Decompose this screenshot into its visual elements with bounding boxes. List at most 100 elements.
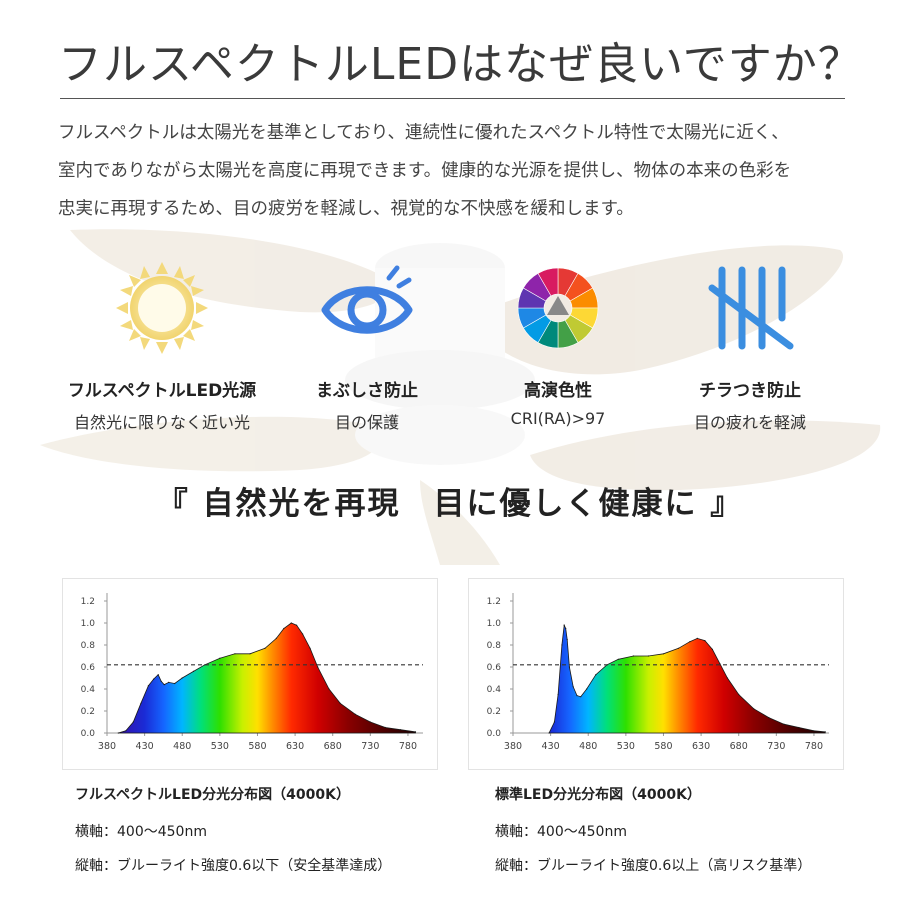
feature-desc: 目の保護 — [334, 413, 399, 432]
feature-desc: 目の疲れを軽減 — [693, 413, 806, 432]
y-tick-label: 0.4 — [81, 685, 96, 695]
spectrum-point — [696, 637, 698, 639]
spectrum-point — [174, 682, 176, 685]
feature-desc: 自然光に限りなく近い光 — [73, 413, 250, 432]
spectrum-point — [704, 640, 706, 642]
title-divider — [60, 98, 845, 99]
spectrum-point — [798, 726, 800, 729]
x-tick-label: 730 — [361, 741, 379, 752]
intro-line: 忠実に再現するため、目の疲労を軽減し、視覚的な不快感を緩和します。 — [58, 199, 634, 219]
slogan: 『 自然光を再現 目に優しく健康に 』 — [156, 486, 744, 522]
y-tick-label: 0.6 — [487, 663, 502, 673]
x-tick-label: 480 — [173, 741, 191, 752]
eye-icon — [321, 265, 413, 334]
spectrum-point — [275, 637, 277, 639]
y-tick-label: 0.8 — [487, 641, 502, 651]
spectrum-point — [738, 693, 740, 696]
spectrum-point — [317, 666, 319, 668]
spectrum-point — [566, 638, 568, 641]
spectrum-point — [117, 732, 119, 734]
spectrum-point — [662, 653, 665, 655]
x-tick-label: 680 — [730, 741, 748, 752]
spectrum-point — [219, 657, 221, 659]
spectrum-point — [647, 655, 649, 657]
color-wheel-center — [547, 296, 569, 315]
x-tick-label: 580 — [654, 741, 672, 752]
spectrum-point — [553, 721, 555, 723]
sun-icon — [116, 262, 208, 354]
spectrum-point — [563, 624, 565, 626]
y-tick-label: 1.0 — [487, 619, 502, 629]
y-tick-label: 0.6 — [81, 663, 96, 673]
spectrum-point — [369, 721, 371, 723]
spectrum-point — [632, 655, 634, 657]
spectrum-point — [153, 678, 155, 680]
chart-title: フルスペクトルLED分光分布図（4000K） — [75, 787, 350, 803]
spectrum-point — [586, 688, 588, 690]
y-tick-label: 0.4 — [487, 685, 502, 695]
chart-standard-led: 0.0 0.2 0.4 0.6 0.8 1.0 1.2 380 430 480 530 580 630 6… — [468, 578, 844, 770]
y-tick-label: 0.2 — [81, 707, 95, 717]
x-tick-label: 530 — [617, 741, 635, 752]
spectrum-point — [576, 695, 578, 697]
x-tick-label: 630 — [286, 741, 304, 752]
feature-desc: CRI(RA)>97 — [510, 409, 606, 428]
spectrum-point — [726, 677, 728, 679]
color-wheel-segment — [537, 267, 559, 297]
spectrum-point — [768, 717, 770, 719]
spectrum-point — [677, 647, 680, 649]
x-tick-label: 380 — [504, 741, 522, 752]
chart-caption-line: 縦軸：ブルーライト強度0.6以下（安全基準達成） — [75, 858, 392, 874]
chart-full-spectrum: 0.0 0.2 0.4 0.6 0.8 1.0 1.2 380 430 480 530 580 630 6… — [62, 578, 438, 770]
spectrum-point — [561, 644, 563, 646]
chart-caption-line: 縦軸：ブルーライト強度0.6以上（高リスク基準） — [495, 858, 812, 874]
x-tick-label: 430 — [542, 741, 560, 752]
y-tick-label: 0.0 — [81, 729, 96, 739]
chart-title: 標準LED分光分布図（4000K） — [495, 787, 701, 803]
x-tick-label: 780 — [805, 741, 823, 752]
spectrum-point — [813, 730, 815, 732]
spectrum-point — [595, 674, 597, 676]
intro-paragraph: フルスペクトルは太陽光を基準としており、連続性に優れたスペクトル特性で太陽光に近… — [58, 114, 878, 228]
spectrum-point — [719, 663, 721, 665]
spectrum-point — [580, 696, 582, 698]
spectrum-point — [192, 670, 195, 672]
intro-line: フルスペクトルは太陽光を基準としており、連続性に優れたスペクトル特性で太陽光に近… — [58, 123, 789, 143]
spectrum-point — [302, 633, 304, 635]
page-title: フルスペクトルLEDはなぜ良いですか？ — [58, 39, 863, 90]
x-tick-label: 480 — [579, 741, 597, 752]
feature-name: フルスペクトルLED光源 — [67, 381, 257, 401]
chart-caption-line: 横軸：400〜450nm — [75, 824, 207, 840]
y-tick-label: 0.2 — [487, 707, 501, 717]
x-tick-label: 780 — [399, 741, 417, 752]
x-tick-label: 630 — [692, 741, 710, 752]
feature-full-spectrum: フルスペクトルLED光源 自然光に限りなく近い光 — [62, 258, 262, 433]
spectrum-point — [384, 726, 386, 729]
y-tick-label: 1.2 — [487, 597, 501, 607]
feature-name: チラつき防止 — [699, 381, 801, 401]
intro-line: 室内でありながら太陽光を高度に再現できます。健康的な光源を提供し、物体の本来の色… — [58, 161, 792, 181]
spectrum-point — [181, 677, 183, 679]
x-tick-label: 430 — [136, 741, 154, 752]
spectrum-point — [824, 731, 826, 733]
x-tick-label: 680 — [324, 741, 342, 752]
color-wheel-icon — [517, 267, 599, 349]
spectrum-point — [354, 713, 356, 715]
spectrum-point — [617, 658, 619, 660]
spectrum-point — [572, 686, 574, 688]
spectrum-point — [414, 731, 417, 733]
spectrum-point — [711, 648, 713, 650]
spectrum-point — [548, 732, 550, 734]
spectrum-area — [548, 623, 826, 734]
spectrum-point — [264, 647, 266, 649]
spectrum-point — [163, 684, 165, 686]
spectrum-point — [132, 721, 134, 723]
x-tick-label: 530 — [211, 741, 229, 752]
spectrum-point — [753, 708, 755, 710]
spectrum-point — [168, 681, 170, 683]
feature-anti-glare: まぶしさ防止 目の保護 — [267, 258, 467, 433]
y-tick-label: 0.0 — [487, 729, 502, 739]
spectrum-point — [234, 653, 236, 655]
x-tick-label: 580 — [248, 741, 266, 752]
chart-caption-line: 横軸：400〜450nm — [495, 824, 627, 840]
